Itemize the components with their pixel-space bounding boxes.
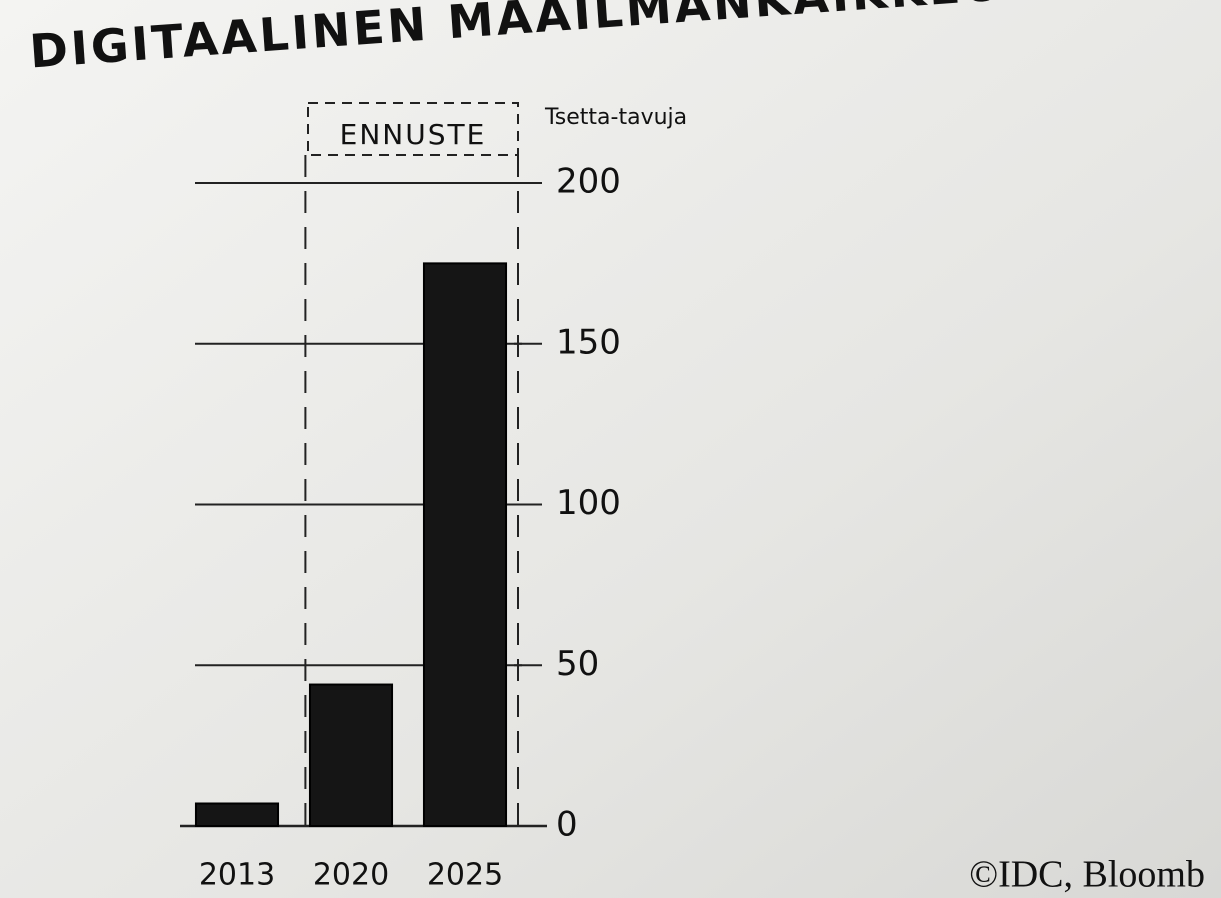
paper xyxy=(0,0,1221,898)
y-tick-label: 100 xyxy=(556,483,621,523)
bar xyxy=(196,803,278,826)
x-tick-label: 2020 xyxy=(313,858,389,893)
bar xyxy=(424,263,506,826)
chart: DIGITAALINEN MAAILMANKAIKKEUS Tsetta-tav… xyxy=(0,0,1221,898)
bar xyxy=(310,685,392,826)
x-tick-label: 2025 xyxy=(427,858,503,893)
x-tick-label: 2013 xyxy=(199,858,275,893)
y-axis-label: Tsetta-tavuja xyxy=(544,105,687,130)
y-tick-label: 50 xyxy=(556,644,599,684)
y-tick-label: 150 xyxy=(556,322,621,362)
y-tick-label: 200 xyxy=(556,162,621,202)
source: ©IDC, Bloomb xyxy=(969,854,1205,896)
y-tick-label: 0 xyxy=(556,805,578,845)
annotation: ENNUSTE xyxy=(340,118,487,151)
